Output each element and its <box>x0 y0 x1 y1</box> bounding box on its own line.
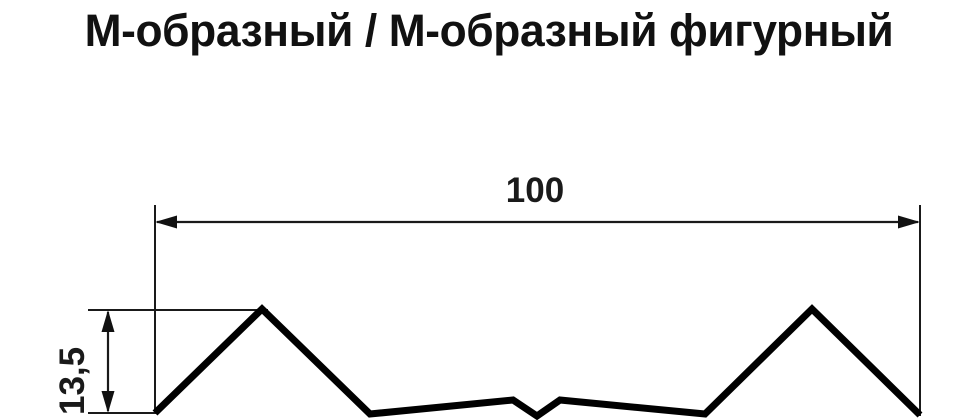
height-dimension-label: 13,5 <box>53 346 92 415</box>
width-dimension-label: 100 <box>505 171 565 210</box>
m-profile-outline <box>152 304 923 420</box>
height-dimension-group <box>88 309 268 414</box>
width-arrowhead-right-icon <box>898 215 920 229</box>
width-dimension-group <box>154 205 921 416</box>
height-arrowhead-top-icon <box>101 310 115 332</box>
height-arrowhead-bottom-icon <box>101 391 115 413</box>
page-title: М-образный / М-образный фигурный <box>84 5 894 56</box>
width-arrowhead-left-icon <box>155 215 177 229</box>
